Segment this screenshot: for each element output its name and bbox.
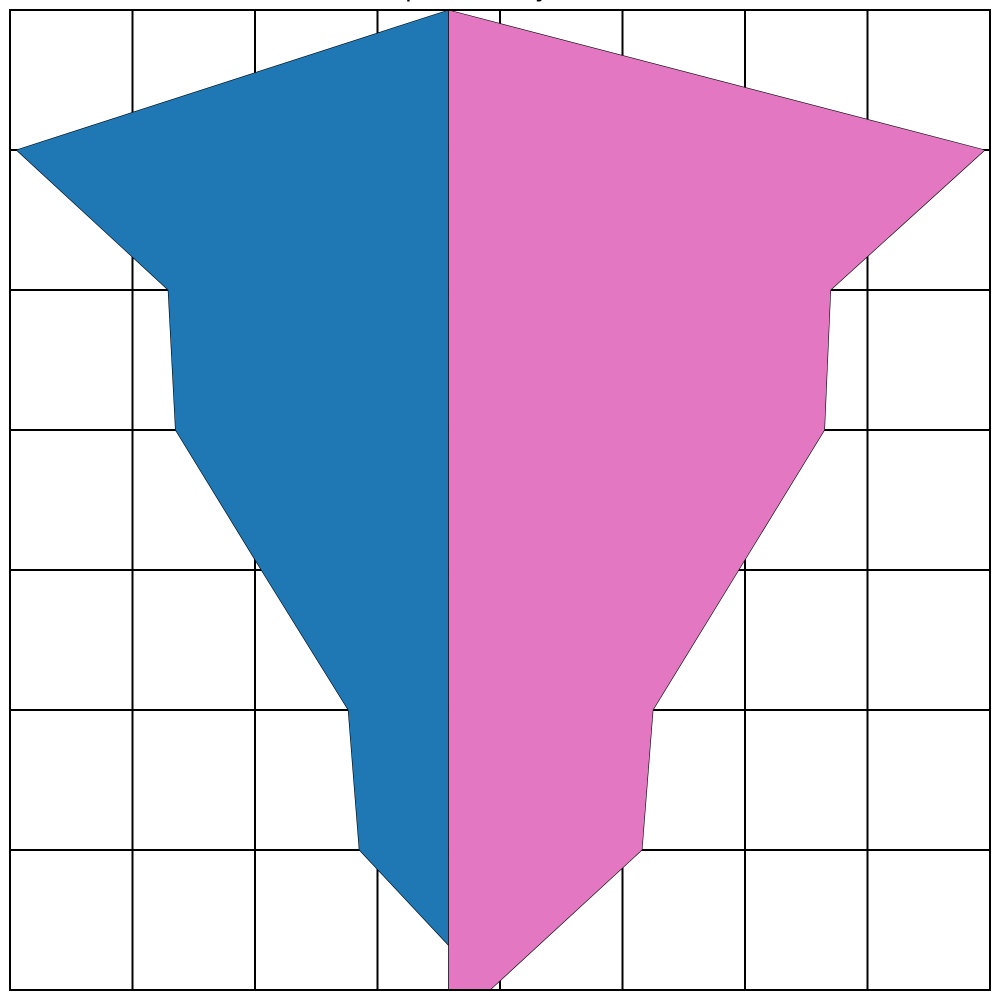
chart-title: Population Pyramid [374, 0, 626, 3]
area [15, 9, 491, 991]
plot-frame [9, 9, 991, 991]
area [448, 9, 986, 991]
